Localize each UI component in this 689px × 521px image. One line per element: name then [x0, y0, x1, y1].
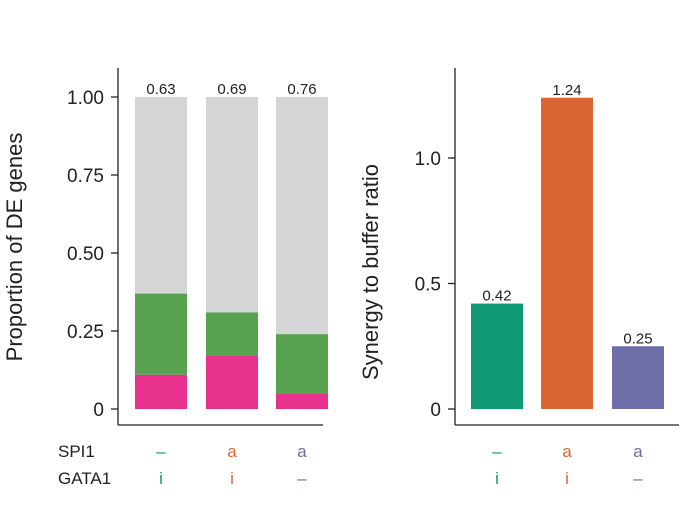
panel-de-genes: 0 0.25 0.50 0.75 1.00 0.110.260.630.170.140.… — [2, 68, 328, 426]
data-label: 0.63 — [146, 81, 175, 98]
data-label: 0.42 — [482, 288, 511, 305]
bar — [471, 303, 523, 409]
y-tick-label: 1.00 — [67, 88, 104, 109]
bar-segment-top — [206, 97, 258, 313]
bars: 0.42 1.24 0.25 — [471, 82, 664, 409]
y-axis-label: Proportion of DE genes — [2, 133, 27, 362]
y-tick-label: 0.25 — [67, 322, 104, 343]
bar-segment-top — [135, 97, 187, 294]
condition-symbol: a — [297, 442, 307, 461]
bar-segment-middle — [135, 293, 187, 375]
bar-segment-bottom — [276, 393, 328, 409]
y-tick-label: 0.50 — [67, 244, 104, 265]
bar-segment-bottom — [206, 355, 258, 409]
y-tick-label: 0.75 — [67, 166, 104, 187]
y-axis-label: Synergy to buffer ratio — [358, 164, 383, 380]
y-tick-label: 0.5 — [415, 275, 441, 296]
y-tick-label: 0 — [430, 400, 441, 421]
condition-symbol: – — [633, 469, 643, 488]
data-label: 0.25 — [623, 330, 652, 347]
y-tick-label: 0 — [93, 400, 104, 421]
bar — [612, 346, 664, 409]
bar-segment-middle — [206, 312, 258, 356]
condition-symbol: i — [495, 469, 499, 488]
condition-symbol: a — [562, 442, 572, 461]
row-label-spi1: SPI1 — [58, 442, 95, 461]
data-label: 0.69 — [217, 81, 246, 98]
condition-symbol: i — [159, 469, 163, 488]
y-tick-label: 1.0 — [415, 149, 441, 170]
row-label-gata1: GATA1 — [58, 469, 111, 488]
y-ticks: 0 0.5 1.0 — [415, 149, 455, 421]
data-label: 0.76 — [287, 81, 316, 98]
condition-symbol: i — [565, 469, 569, 488]
condition-symbol: – — [492, 442, 502, 461]
condition-table: SPI1 GATA1 – a a – a ai i – i i – — [58, 442, 643, 488]
condition-symbol: – — [297, 469, 307, 488]
condition-symbol: i — [230, 469, 234, 488]
bar-segment-middle — [276, 334, 328, 394]
condition-symbol: a — [227, 442, 237, 461]
bar — [541, 97, 593, 409]
bar-segment-bottom — [135, 374, 187, 409]
condition-symbol: a — [633, 442, 643, 461]
panel-synergy: 0 0.5 1.0 0.42 1.24 0.25 Synergy to buffer r… — [358, 68, 679, 426]
bar-segment-top — [276, 97, 328, 335]
y-ticks: 0 0.25 0.50 0.75 1.00 — [67, 88, 118, 421]
bars: 0.110.260.630.170.140.690.050.190.76 — [135, 81, 328, 409]
condition-symbol: – — [156, 442, 166, 461]
data-label: 1.24 — [552, 82, 581, 99]
